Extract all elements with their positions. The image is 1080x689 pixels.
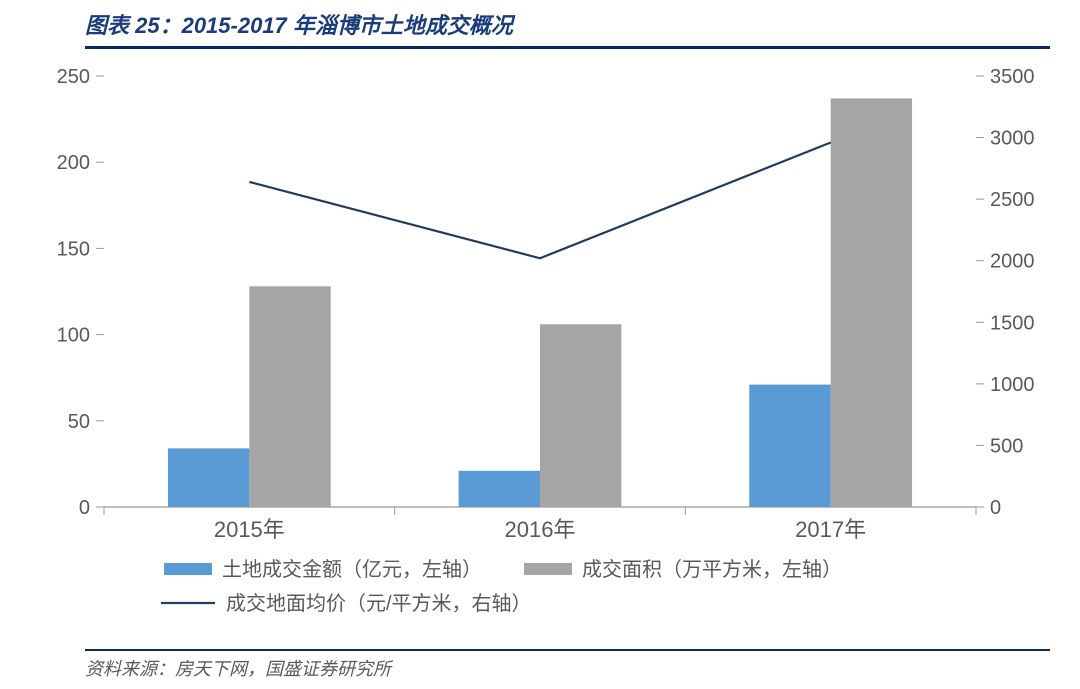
figure-title: 图表 25：2015-2017 年淄博市土地成交概况 bbox=[85, 13, 513, 38]
left-axis-label: 200 bbox=[57, 152, 90, 174]
left-axis-label: 250 bbox=[57, 66, 90, 88]
chart-svg: 0501001502002500500100015002000250030003… bbox=[30, 62, 1050, 627]
left-axis-label: 50 bbox=[68, 411, 90, 433]
bar-area bbox=[831, 98, 912, 507]
line-price bbox=[249, 142, 830, 258]
right-axis-label: 2000 bbox=[990, 251, 1035, 273]
bar-amount bbox=[168, 448, 249, 507]
legend-label-price: 成交地面均价（元/平方米，右轴） bbox=[226, 592, 532, 615]
legend-label-amount: 土地成交金额（亿元，左轴） bbox=[222, 558, 482, 581]
legend-swatch-area bbox=[524, 563, 572, 575]
right-axis-label: 1000 bbox=[990, 374, 1035, 396]
left-axis-label: 0 bbox=[79, 497, 90, 519]
right-axis-label: 3000 bbox=[990, 128, 1035, 150]
source-bar: 资料来源：房天下网，国盛证券研究所 bbox=[85, 649, 1050, 681]
left-axis-label: 150 bbox=[57, 238, 90, 260]
bar-amount bbox=[749, 385, 830, 507]
legend-swatch-amount bbox=[164, 563, 212, 575]
category-label: 2015年 bbox=[214, 517, 285, 542]
right-axis-label: 500 bbox=[990, 435, 1023, 457]
legend-label-area: 成交面积（万平方米，左轴） bbox=[582, 558, 842, 581]
figure-container: 图表 25：2015-2017 年淄博市土地成交概况 0 50 100 150 200 2… bbox=[0, 0, 1080, 689]
right-axis-label: 2500 bbox=[990, 189, 1035, 211]
left-axis-label: 100 bbox=[57, 325, 90, 347]
bar-amount bbox=[459, 471, 540, 507]
right-axis-label: 0 bbox=[990, 497, 1001, 519]
right-axis-label: 3500 bbox=[990, 66, 1035, 88]
category-label: 2017年 bbox=[795, 517, 866, 542]
right-axis-label: 1500 bbox=[990, 312, 1035, 334]
figure-title-bar: 图表 25：2015-2017 年淄博市土地成交概况 bbox=[85, 8, 1050, 49]
bar-area bbox=[249, 286, 330, 507]
category-label: 2016年 bbox=[505, 517, 576, 542]
chart-area: 0501001502002500500100015002000250030003… bbox=[30, 62, 1050, 631]
source-text: 资料来源：房天下网，国盛证券研究所 bbox=[85, 659, 391, 679]
bar-area bbox=[540, 324, 621, 507]
